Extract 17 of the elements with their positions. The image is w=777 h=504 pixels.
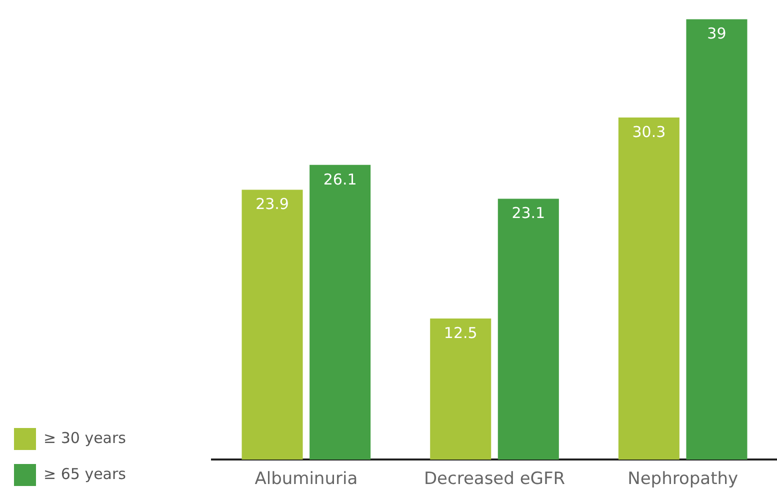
data-label: 30.3 bbox=[632, 122, 666, 141]
x-tick-label: Nephropathy bbox=[628, 469, 738, 490]
data-label: 12.5 bbox=[444, 324, 478, 342]
bar bbox=[242, 190, 303, 460]
bar bbox=[686, 19, 748, 460]
x-tick-label: Decreased eGFR bbox=[424, 469, 566, 490]
data-label: 26.1 bbox=[323, 170, 357, 188]
bar bbox=[430, 318, 492, 460]
legend-label: ≥ 30 years bbox=[44, 428, 126, 447]
data-label: 23.9 bbox=[256, 195, 289, 214]
legend-label: ≥ 65 years bbox=[44, 464, 126, 483]
bar bbox=[310, 164, 371, 460]
data-label: 23.1 bbox=[512, 204, 546, 222]
data-label: 39 bbox=[707, 24, 726, 43]
bar bbox=[618, 118, 680, 460]
bar bbox=[498, 198, 559, 460]
x-tick-label: Albuminuria bbox=[254, 469, 358, 490]
